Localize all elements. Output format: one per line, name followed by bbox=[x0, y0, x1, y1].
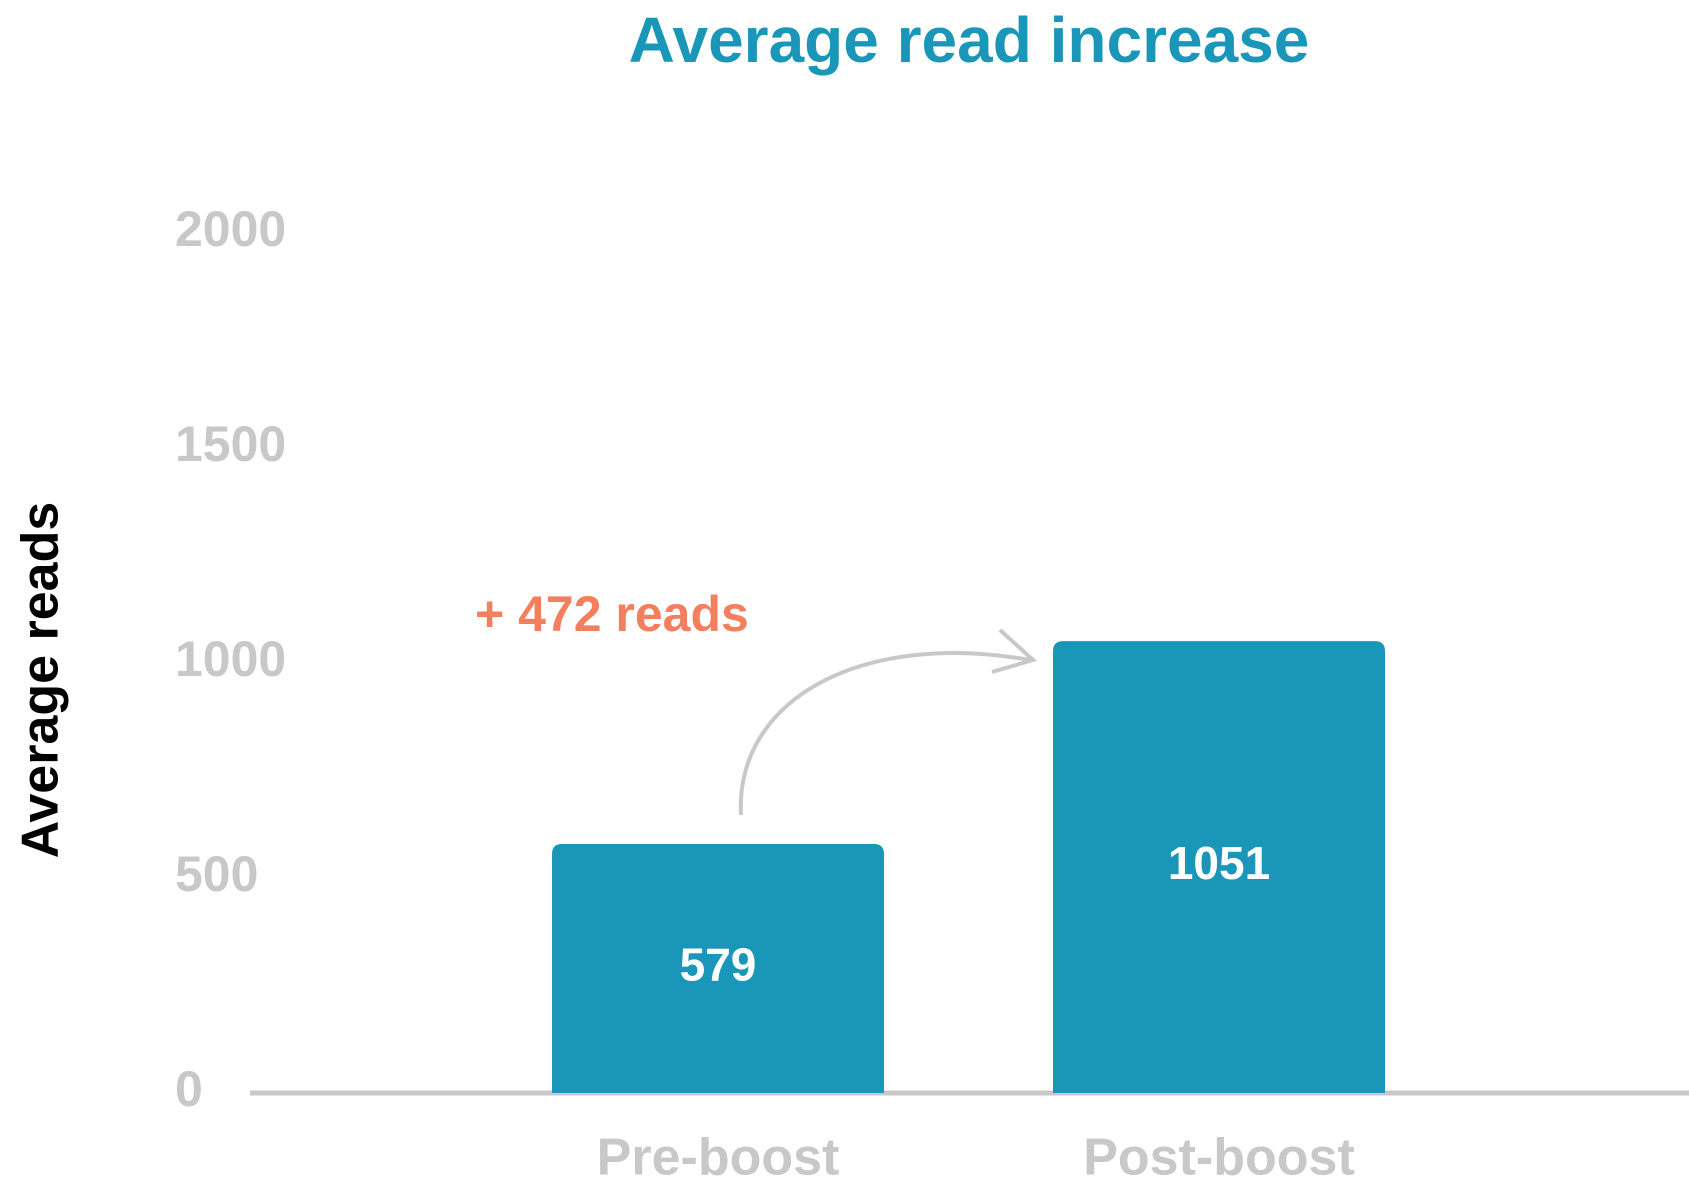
x-tick-label: Post-boost bbox=[1083, 1129, 1355, 1187]
arrow bbox=[738, 651, 1031, 816]
x-tick-label: Pre-boost bbox=[597, 1129, 840, 1187]
y-tick-label: 1000 bbox=[175, 631, 286, 687]
y-tick-label: 500 bbox=[175, 846, 258, 902]
y-tick-label: 2000 bbox=[175, 201, 286, 257]
arrow-head bbox=[991, 628, 1037, 674]
bar bbox=[1053, 641, 1385, 1093]
chart-title: Average read increase bbox=[629, 4, 1310, 76]
y-axis-label: Average reads bbox=[12, 502, 70, 859]
y-tick-label: 0 bbox=[175, 1061, 203, 1117]
value-label: 1051 bbox=[1168, 837, 1270, 889]
y-tick-label: 1500 bbox=[175, 416, 286, 472]
value-label: 579 bbox=[680, 939, 757, 991]
annotation: + 472 reads bbox=[475, 586, 749, 642]
bar bbox=[552, 844, 884, 1093]
